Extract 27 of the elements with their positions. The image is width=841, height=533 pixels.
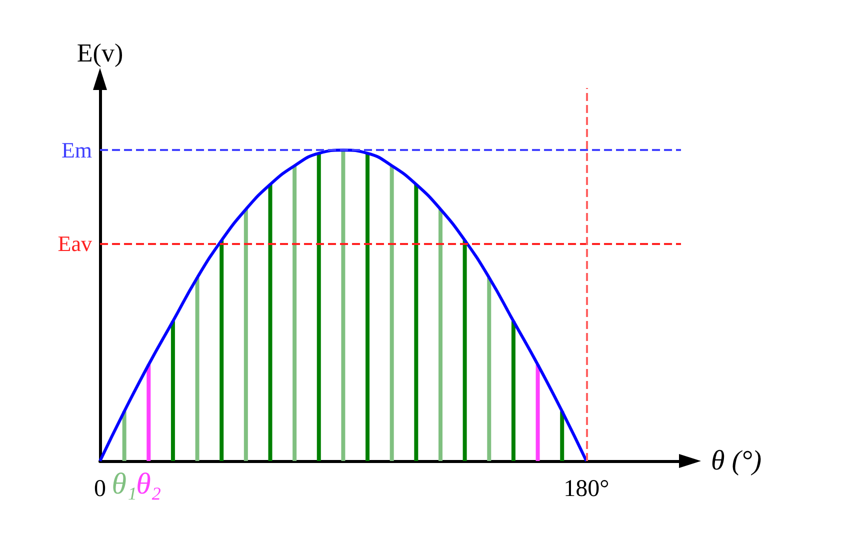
- bar: [511, 321, 516, 461]
- bar: [122, 411, 126, 461]
- bar: [244, 209, 248, 461]
- bar: [170, 321, 175, 461]
- bar: [268, 184, 272, 461]
- bar: [390, 166, 394, 461]
- ref-line-label: Em: [61, 138, 92, 163]
- x-axis-title: θ (°): [711, 446, 762, 476]
- bar: [462, 240, 467, 461]
- bar: [146, 364, 151, 461]
- y-axis-title: E(v): [76, 38, 124, 68]
- bar: [292, 166, 297, 461]
- bar: [536, 364, 540, 461]
- bar: [366, 153, 370, 461]
- bar: [220, 240, 224, 461]
- annotation: θ₁: [112, 468, 137, 500]
- bar: [438, 209, 442, 461]
- ref-line-label: Eav: [58, 230, 92, 256]
- bar: [195, 278, 200, 461]
- bar: [316, 153, 321, 461]
- annotation: θ₂: [136, 468, 162, 500]
- x-tick-label: 0: [94, 476, 106, 502]
- x-tick-label: 180°: [564, 476, 610, 502]
- bar: [341, 150, 346, 461]
- bar: [487, 278, 492, 461]
- bar: [414, 184, 418, 461]
- bar: [560, 411, 564, 461]
